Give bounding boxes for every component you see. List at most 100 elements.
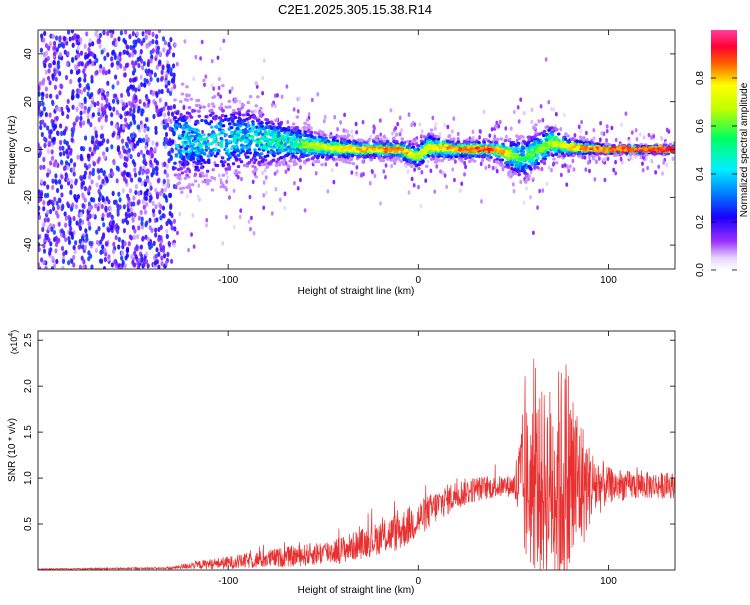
heatmap-cell	[647, 132, 651, 138]
heatmap-cell	[407, 112, 411, 117]
heatmap-cell	[167, 110, 171, 117]
heatmap-cell	[117, 244, 121, 250]
heatmap-cell	[187, 247, 190, 253]
heatmap-cell	[495, 120, 499, 125]
heatmap-cell	[229, 131, 234, 135]
heatmap-cell	[106, 30, 110, 36]
heatmap-cell	[80, 61, 84, 67]
heatmap-cell	[137, 137, 142, 143]
heatmap-cell	[73, 248, 77, 255]
heatmap-cell	[167, 158, 171, 164]
heatmap-cell	[226, 117, 231, 121]
heatmap-cell	[521, 135, 525, 139]
heatmap-cell	[228, 122, 232, 126]
heatmap-cell	[55, 94, 59, 100]
heatmap-cell	[501, 166, 505, 172]
heatmap-cell	[162, 253, 167, 259]
heatmap-cell	[233, 97, 238, 101]
heatmap-cell	[160, 255, 164, 261]
heatmap-cell	[614, 160, 617, 165]
heatmap-cell	[154, 165, 158, 172]
heatmap-cell	[171, 63, 176, 69]
heatmap-cell	[147, 190, 151, 197]
heatmap-cell	[404, 163, 408, 169]
heatmap-cell	[75, 197, 79, 203]
heatmap-cell	[552, 107, 556, 112]
heatmap-cell	[83, 109, 87, 115]
heatmap-cell	[211, 111, 215, 115]
heatmap-cell	[556, 132, 561, 136]
heatmap-cell	[166, 178, 170, 184]
heatmap-cell	[136, 124, 140, 130]
heatmap-cell	[42, 106, 46, 112]
heatmap-cell	[172, 242, 176, 248]
heatmap-cell	[84, 62, 88, 69]
heatmap-cell	[665, 162, 669, 168]
heatmap-cell	[42, 180, 47, 186]
heatmap-cell	[249, 226, 252, 232]
heatmap-cell	[110, 62, 114, 68]
heatmap-cell	[76, 45, 80, 51]
heatmap-cell	[42, 164, 46, 170]
heatmap-cell	[180, 190, 184, 194]
heatmap-cell	[134, 189, 138, 196]
heatmap-cell	[453, 159, 457, 164]
heatmap-cell	[116, 203, 120, 209]
heatmap-cell	[98, 192, 102, 198]
heatmap-cell	[525, 186, 528, 191]
heatmap-cell	[296, 109, 300, 114]
heatmap-cell	[559, 126, 563, 132]
heatmap-cell	[112, 106, 116, 112]
heatmap-cell	[144, 234, 148, 240]
heatmap-cell	[126, 86, 131, 92]
heatmap-cell	[155, 33, 159, 40]
heatmap-cell	[77, 61, 81, 67]
heatmap-cell	[121, 124, 126, 130]
heatmap-cell	[112, 199, 117, 205]
heatmap-cell	[108, 30, 112, 34]
heatmap-cell	[285, 131, 290, 135]
heatmap-cell	[188, 149, 192, 153]
heatmap-cell	[619, 156, 623, 162]
heatmap-cell	[77, 68, 81, 74]
heatmap-cell	[192, 163, 195, 168]
heatmap-cell	[41, 119, 45, 125]
heatmap-cell	[40, 95, 45, 101]
heatmap-cell	[170, 78, 174, 84]
heatmap-cell	[83, 244, 87, 251]
heatmap-cell	[336, 127, 340, 132]
heatmap-cell	[130, 211, 134, 217]
heatmap-cell	[49, 93, 53, 99]
heatmap-cell	[154, 232, 158, 238]
heatmap-cell	[42, 206, 46, 212]
heatmap-cell	[161, 64, 165, 70]
heatmap-cell	[620, 122, 623, 127]
heatmap-cell	[592, 128, 596, 133]
heatmap-cell	[159, 224, 163, 230]
heatmap-cell	[662, 160, 666, 165]
heatmap-cell	[439, 169, 442, 174]
heatmap-cell	[154, 253, 158, 259]
heatmap-cell	[392, 158, 396, 163]
heatmap-cell	[183, 176, 188, 180]
heatmap-cell	[197, 183, 201, 188]
heatmap-cell	[168, 126, 172, 132]
heatmap-cell	[562, 112, 566, 118]
heatmap-cell	[288, 159, 293, 163]
heatmap-cell	[185, 173, 189, 177]
heatmap-cell	[492, 138, 497, 142]
heatmap-cell	[69, 69, 74, 75]
heatmap-cell	[120, 138, 125, 144]
heatmap-cell	[87, 46, 91, 53]
heatmap-cell	[91, 213, 95, 219]
heatmap-cell	[189, 158, 193, 162]
heatmap-cell	[79, 110, 83, 116]
heatmap-cell	[161, 36, 166, 42]
heatmap-cell	[109, 225, 114, 231]
heatmap-cell	[153, 100, 158, 107]
heatmap-cell	[110, 120, 114, 126]
heatmap-cell	[571, 158, 575, 164]
heatmap-cell	[581, 155, 585, 160]
heatmap-cell	[169, 258, 174, 264]
heatmap-cell	[210, 83, 214, 88]
